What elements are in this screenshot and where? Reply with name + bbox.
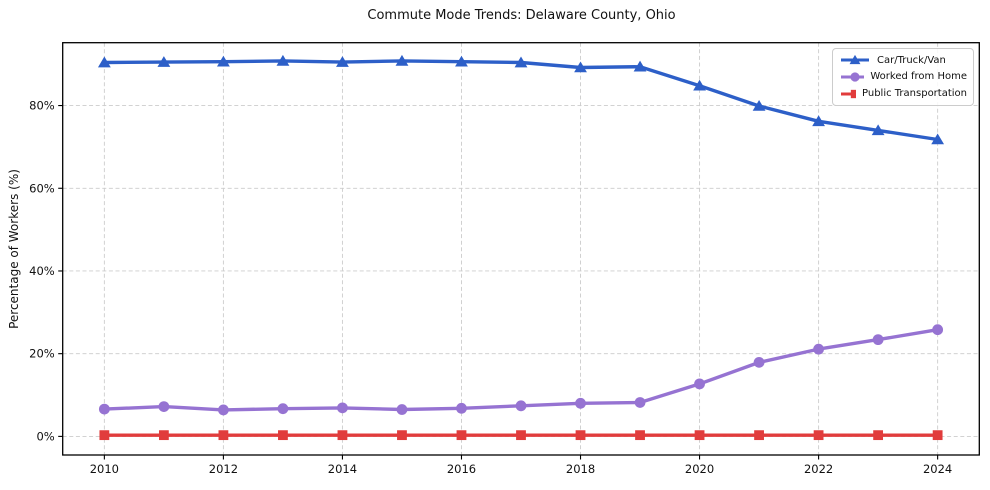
data-point-marker-public-transportation [813, 430, 824, 441]
data-point-marker-worked-from-home [158, 401, 170, 413]
data-point-marker-car-truck-van [455, 55, 468, 67]
y-tick-label: 60% [29, 181, 55, 195]
data-point-marker-worked-from-home [753, 356, 765, 368]
data-point-marker-public-transportation [218, 430, 229, 441]
legend-item-car-truck-van: Car/Truck/Van [839, 52, 967, 68]
data-point-marker-worked-from-home [396, 404, 408, 415]
data-point-marker-public-transportation [516, 430, 526, 441]
data-point-marker-car-truck-van [97, 56, 111, 68]
legend: Car/Truck/Van Worked from Home Public Tran… [832, 48, 974, 106]
legend-item-worked-from-home: Worked from Home [839, 69, 967, 85]
y-tick-label: 40% [29, 264, 55, 278]
data-point-marker-public-transportation [337, 430, 348, 441]
data-point-marker-worked-from-home [337, 402, 348, 414]
y-tick-label: 0% [36, 429, 54, 443]
x-tick-label: 2024 [923, 462, 952, 476]
x-tick-label: 2020 [685, 462, 714, 476]
legend-item-public-transportation: Public Transportation [839, 86, 967, 102]
data-point-marker-worked-from-home-legend [850, 72, 860, 82]
chart-title: Commute Mode Trends: Delaware County, Oh… [367, 8, 676, 23]
x-tick-label: 2022 [804, 462, 833, 476]
x-tick-label: 2014 [328, 462, 357, 476]
data-point-marker-public-transportation [158, 430, 169, 441]
data-point-marker-public-transportation [397, 430, 407, 441]
data-point-marker-worked-from-home [456, 402, 467, 414]
data-point-marker-worked-from-home [813, 343, 824, 355]
data-point-marker-public-transportation [635, 430, 645, 441]
legend-square-marker-icon [841, 89, 857, 98]
data-point-marker-public-transportation [694, 430, 705, 441]
y-tick-label: 80% [29, 99, 55, 113]
data-point-marker-worked-from-home [575, 397, 586, 409]
data-point-marker-car-truck-van [574, 61, 587, 73]
data-point-marker-public-transportation [575, 430, 586, 441]
legend-label: Worked from Home [870, 71, 967, 83]
x-tick-label: 2012 [209, 462, 238, 476]
data-point-marker-worked-from-home [634, 397, 646, 408]
data-point-marker-public-transportation [754, 430, 764, 441]
data-point-marker-public-transportation [278, 430, 288, 441]
data-point-marker-car-truck-van [812, 115, 825, 127]
y-tick-label: 20% [29, 347, 55, 361]
data-point-marker-public-transportation [873, 430, 884, 441]
data-point-marker-car-truck-van [276, 54, 290, 66]
data-point-marker-worked-from-home [98, 403, 110, 415]
legend-label: Public Transportation [862, 88, 967, 100]
x-tick-label: 2010 [90, 462, 119, 476]
data-point-marker-car-truck-van [514, 56, 528, 68]
data-point-marker-car-truck-van [871, 124, 885, 136]
data-point-marker-worked-from-home [515, 400, 527, 412]
data-point-marker-worked-from-home [218, 404, 229, 416]
x-tick-label: 2018 [566, 462, 595, 476]
legend-triangle-marker-icon [841, 55, 869, 65]
legend-circle-marker-icon [841, 72, 865, 82]
data-point-marker-car-truck-van [931, 133, 945, 145]
data-point-marker-public-transportation [456, 430, 467, 441]
data-point-marker-car-truck-van-legend [849, 55, 861, 65]
data-point-marker-public-transportation [932, 430, 943, 441]
plot-border [62, 42, 980, 456]
data-point-marker-car-truck-van [693, 79, 706, 91]
data-point-marker-worked-from-home [932, 324, 944, 336]
data-point-marker-public-transportation-legend [850, 89, 857, 98]
data-point-marker-car-truck-van [336, 56, 349, 67]
data-point-marker-worked-from-home [872, 334, 884, 346]
data-point-marker-worked-from-home [694, 378, 705, 390]
data-point-marker-car-truck-van [395, 54, 409, 66]
legend-label: Car/Truck/Van [877, 54, 946, 66]
data-point-marker-car-truck-van [217, 55, 230, 67]
series-line-car-truck-van [102, 59, 940, 142]
series-line-worked-from-home [102, 328, 940, 412]
data-point-marker-car-truck-van [157, 56, 171, 67]
data-point-marker-public-transportation [99, 430, 110, 441]
data-point-marker-car-truck-van [752, 99, 766, 111]
data-point-marker-worked-from-home [277, 403, 289, 415]
data-point-marker-car-truck-van [633, 60, 647, 72]
x-tick-label: 2016 [447, 462, 476, 476]
